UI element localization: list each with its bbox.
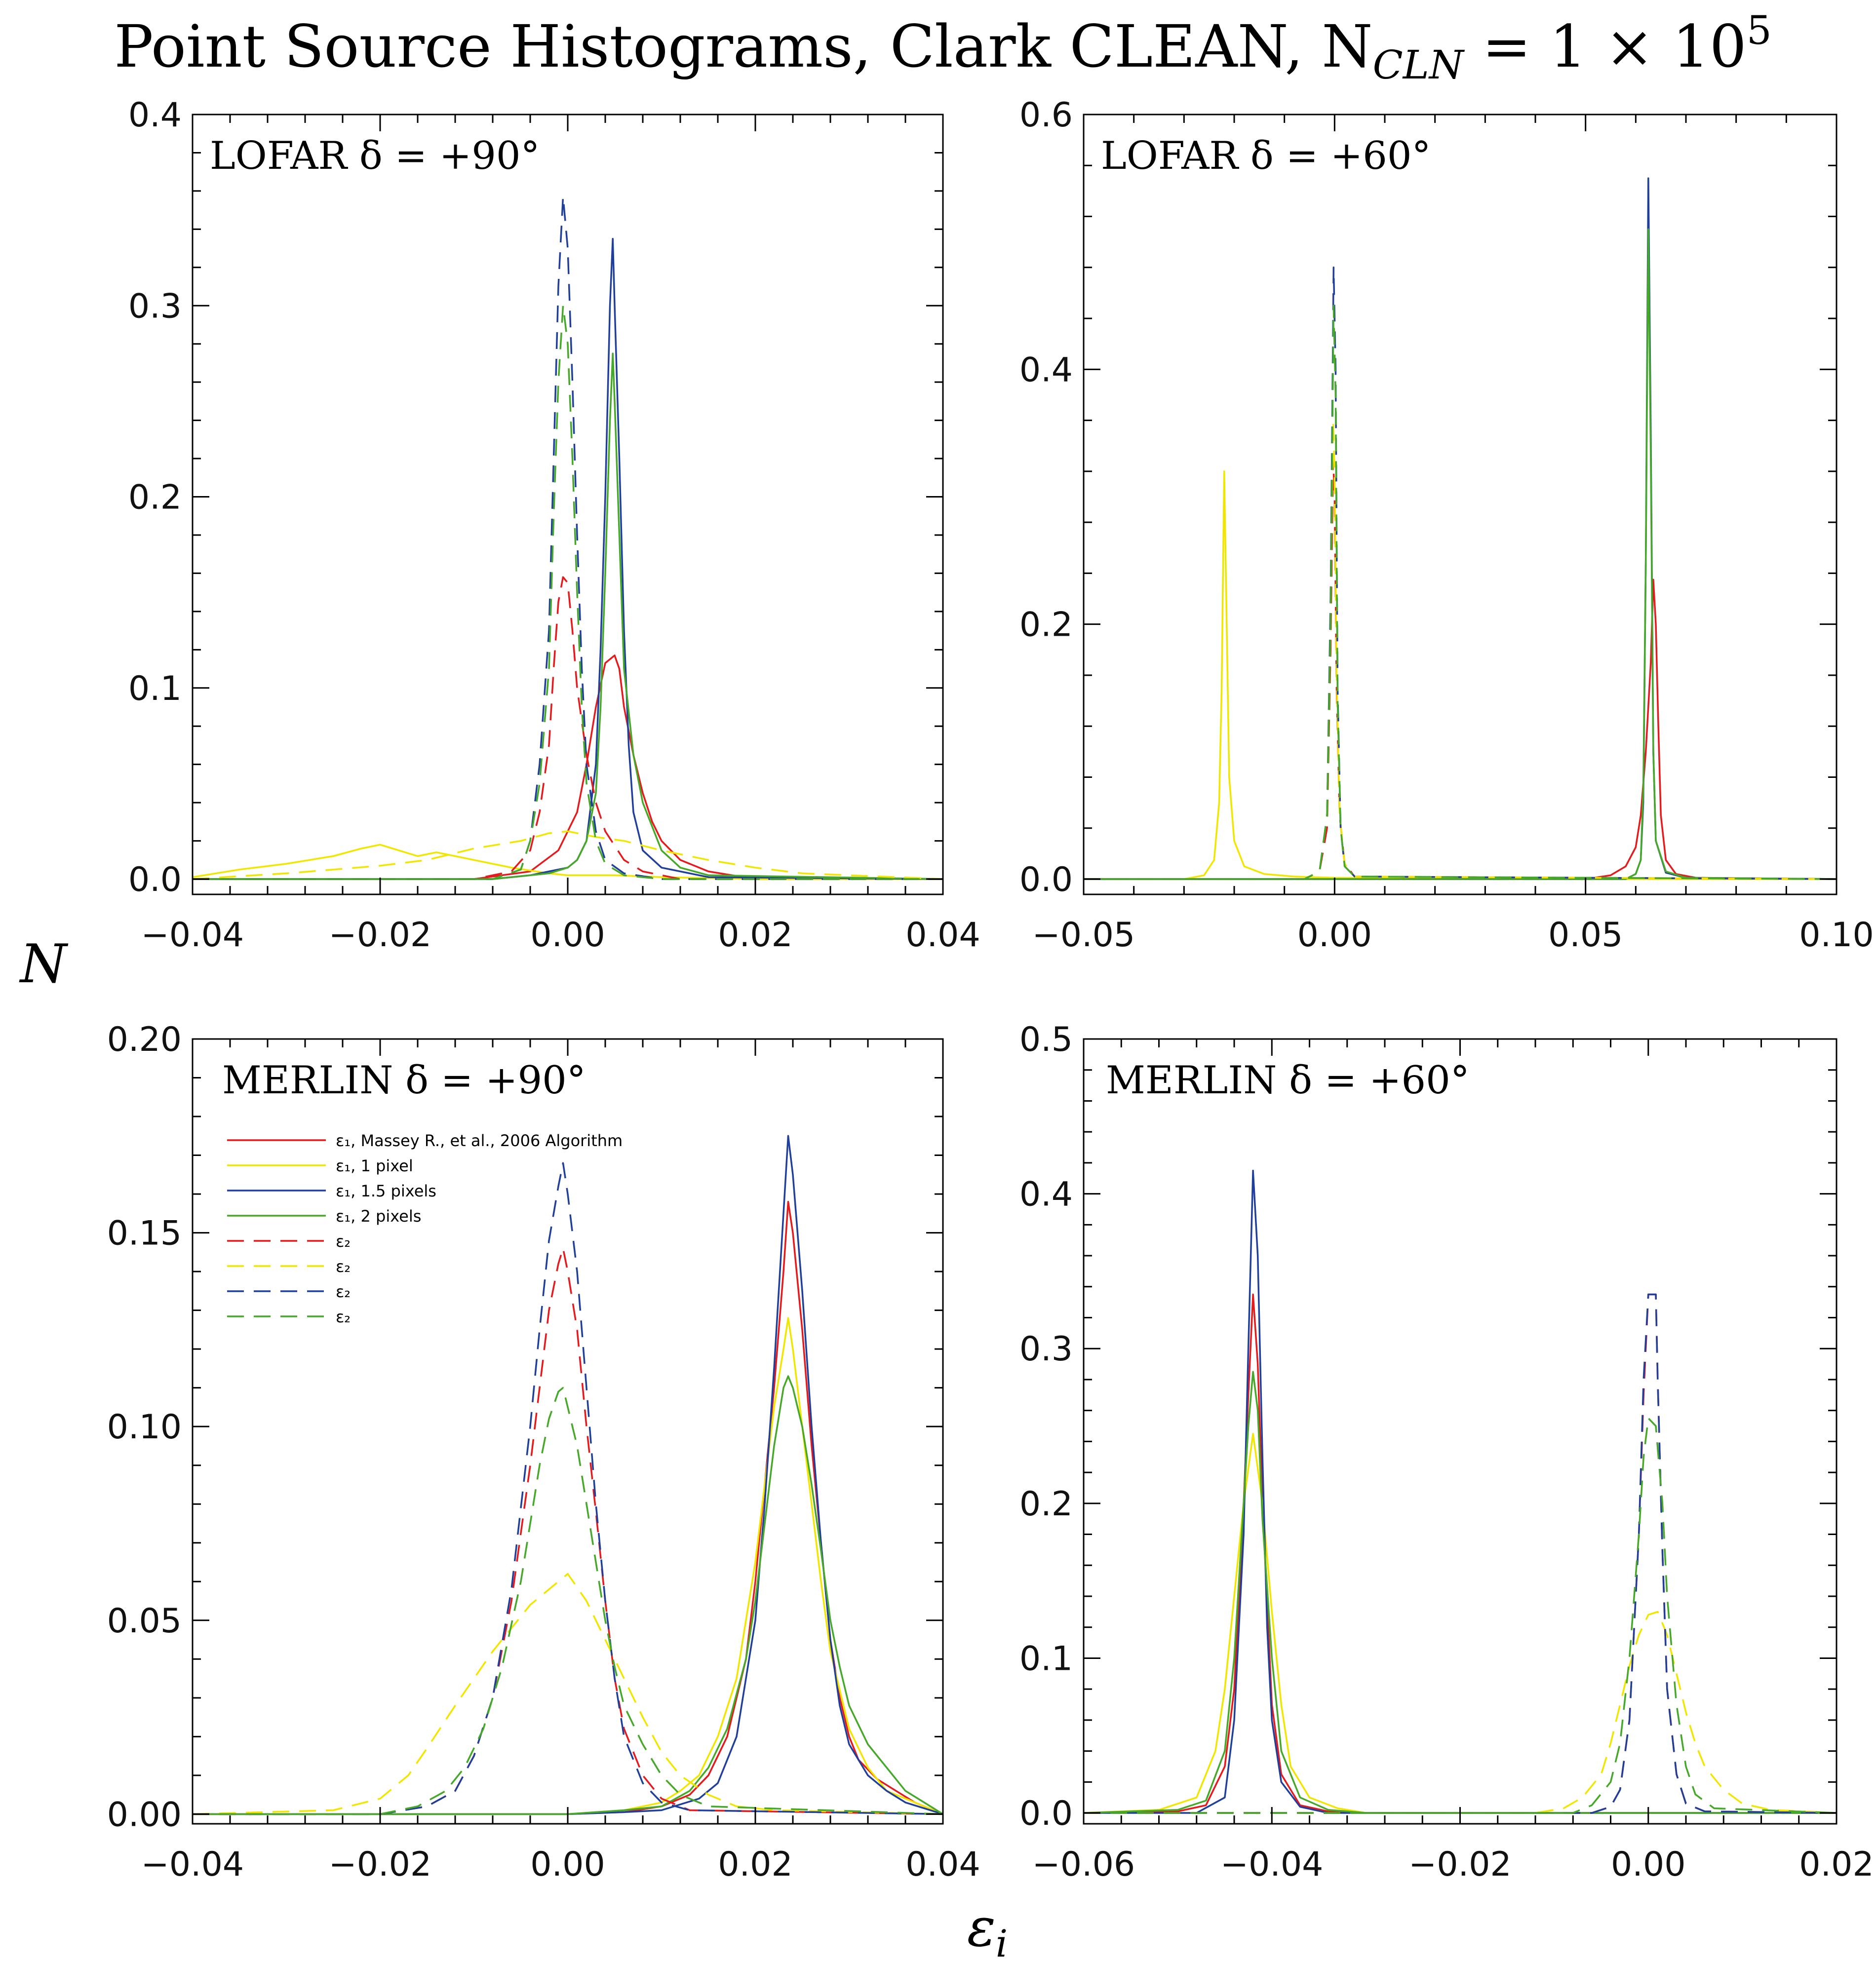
legend-label: ε₂ bbox=[336, 1257, 351, 1276]
series-group bbox=[193, 1135, 943, 1815]
y-tick-label: 0.1 bbox=[128, 669, 182, 708]
y-tick-label: 0.00 bbox=[107, 1795, 182, 1834]
series-green-dashed bbox=[193, 305, 943, 880]
y-tick-label: 0.2 bbox=[1019, 1485, 1073, 1524]
x-tick-label: 0.02 bbox=[718, 916, 792, 955]
y-tick-label: 0.6 bbox=[1019, 96, 1073, 135]
x-tick-label: −0.04 bbox=[141, 1845, 244, 1884]
y-tick-label: 0.4 bbox=[128, 96, 182, 135]
y-tick-label: 0.4 bbox=[1019, 350, 1073, 389]
series-yellow-solid bbox=[193, 844, 943, 880]
x-tick-label: 0.00 bbox=[530, 1845, 605, 1884]
series-yellow-solid bbox=[1084, 470, 1837, 880]
x-tick-label: −0.06 bbox=[1032, 1845, 1135, 1884]
series-green-dashed bbox=[193, 1386, 943, 1815]
legend-label: ε₂ bbox=[336, 1282, 351, 1301]
y-axis-label: N bbox=[19, 933, 69, 995]
legend-label: ε₂ bbox=[336, 1308, 351, 1326]
series-green-solid bbox=[193, 352, 943, 880]
series-red-solid bbox=[1084, 1293, 1837, 1814]
y-tick-label: 0.05 bbox=[107, 1602, 182, 1641]
y-tick-label: 0.2 bbox=[128, 478, 182, 517]
x-tick-label: 0.04 bbox=[905, 916, 980, 955]
x-tick-label: 0.00 bbox=[1297, 916, 1372, 955]
legend-label: ε₁, 1 pixel bbox=[336, 1156, 413, 1175]
y-tick-label: 0.0 bbox=[1019, 860, 1073, 899]
legend-label: ε₁, 1.5 pixels bbox=[336, 1182, 436, 1200]
x-tick-label: 0.04 bbox=[905, 1845, 980, 1884]
legend-label: ε₂ bbox=[336, 1232, 351, 1251]
series-yellow-dashed bbox=[193, 1573, 943, 1815]
x-tick-label: 0.02 bbox=[718, 1845, 792, 1884]
series-green-dashed bbox=[1084, 1417, 1837, 1814]
series-green-solid bbox=[193, 1375, 943, 1815]
panel-lofar-60: −0.05 0.00 0.05 0.10 0.0 0.2 0.4 0.6 LOFAR δ = +… bbox=[1019, 96, 1874, 955]
y-tick-label: 0.20 bbox=[107, 1020, 182, 1059]
x-tick-label: 0.00 bbox=[530, 916, 605, 955]
series-yellow-dashed bbox=[193, 830, 943, 880]
panel-label: MERLIN δ = +60° bbox=[1106, 1058, 1470, 1103]
x-tick-label: 0.05 bbox=[1548, 916, 1623, 955]
series-green-solid bbox=[1084, 228, 1837, 880]
series-green-solid bbox=[1084, 1371, 1837, 1814]
series-yellow-solid bbox=[193, 1317, 943, 1815]
x-tick-label: −0.05 bbox=[1032, 916, 1135, 955]
series-group bbox=[1084, 177, 1837, 880]
x-tick-label: −0.04 bbox=[141, 916, 244, 955]
plot-frame bbox=[1083, 114, 1837, 895]
series-group bbox=[193, 195, 943, 880]
y-tick-label: 0.15 bbox=[107, 1214, 182, 1253]
y-tick-label: 0.3 bbox=[1019, 1330, 1073, 1369]
legend-label: ε₁, Massey R., et al., 2006 Algorithm bbox=[336, 1131, 623, 1150]
panels: −0.04 −0.02 0.00 0.02 0.04 0.0 0.1 0.2 0.3 0.4 LOF… bbox=[107, 96, 1874, 1884]
legend: ε₁, Massey R., et al., 2006 Algorithm ε₁,… bbox=[227, 1131, 623, 1326]
y-tick-label: 0.2 bbox=[1019, 606, 1073, 645]
x-tick-label: −0.02 bbox=[329, 1845, 431, 1884]
x-tick-label: 0.10 bbox=[1799, 916, 1874, 955]
x-tick-label: −0.02 bbox=[1408, 1845, 1511, 1884]
panel-label: LOFAR δ = +90° bbox=[210, 134, 540, 178]
y-tick-label: 0.5 bbox=[1019, 1020, 1073, 1059]
y-tick-label: 0.0 bbox=[1019, 1794, 1073, 1833]
x-axis-label: εi bbox=[967, 1897, 1008, 1962]
series-group bbox=[1084, 1169, 1837, 1814]
series-blue-solid bbox=[193, 237, 943, 880]
series-yellow-dashed bbox=[1084, 419, 1837, 880]
series-green-dashed bbox=[1084, 305, 1837, 880]
panel-merlin-90: −0.04 −0.02 0.00 0.02 0.04 0.00 0.05 0.10 0.15 0.… bbox=[107, 1020, 980, 1884]
x-tick-label: −0.04 bbox=[1220, 1845, 1323, 1884]
y-tick-label: 0.10 bbox=[107, 1408, 182, 1447]
x-tick-label: −0.02 bbox=[329, 916, 431, 955]
panel-lofar-90: −0.04 −0.02 0.00 0.02 0.04 0.0 0.1 0.2 0.3 0.4 LOF… bbox=[128, 96, 980, 955]
series-red-dashed bbox=[193, 576, 943, 880]
y-tick-label: 0.3 bbox=[128, 287, 182, 326]
x-tick-label: 0.00 bbox=[1611, 1845, 1685, 1884]
y-tick-label: 0.4 bbox=[1019, 1175, 1073, 1214]
series-blue-dashed bbox=[1084, 1293, 1837, 1814]
series-blue-dashed bbox=[193, 1162, 943, 1815]
x-tick-label: 0.02 bbox=[1799, 1845, 1874, 1884]
panel-label: LOFAR δ = +60° bbox=[1101, 134, 1431, 178]
series-red-solid bbox=[193, 654, 943, 880]
series-yellow-dashed bbox=[1084, 1611, 1837, 1814]
panel-merlin-60: −0.06 −0.04 −0.02 0.00 0.02 0.0 0.1 0.2 0.3 0.4 0.… bbox=[1019, 1020, 1874, 1884]
figure-title: Point Source Histograms, Clark CLEAN, NC… bbox=[114, 7, 1771, 88]
panel-label: MERLIN δ = +90° bbox=[222, 1058, 586, 1103]
series-blue-solid bbox=[1084, 1169, 1837, 1814]
y-tick-label: 0.1 bbox=[1019, 1639, 1073, 1678]
legend-label: ε₁, 2 pixels bbox=[336, 1207, 421, 1226]
y-tick-label: 0.0 bbox=[128, 860, 182, 899]
series-yellow-solid bbox=[1084, 1432, 1837, 1814]
series-blue-solid bbox=[193, 1135, 943, 1815]
